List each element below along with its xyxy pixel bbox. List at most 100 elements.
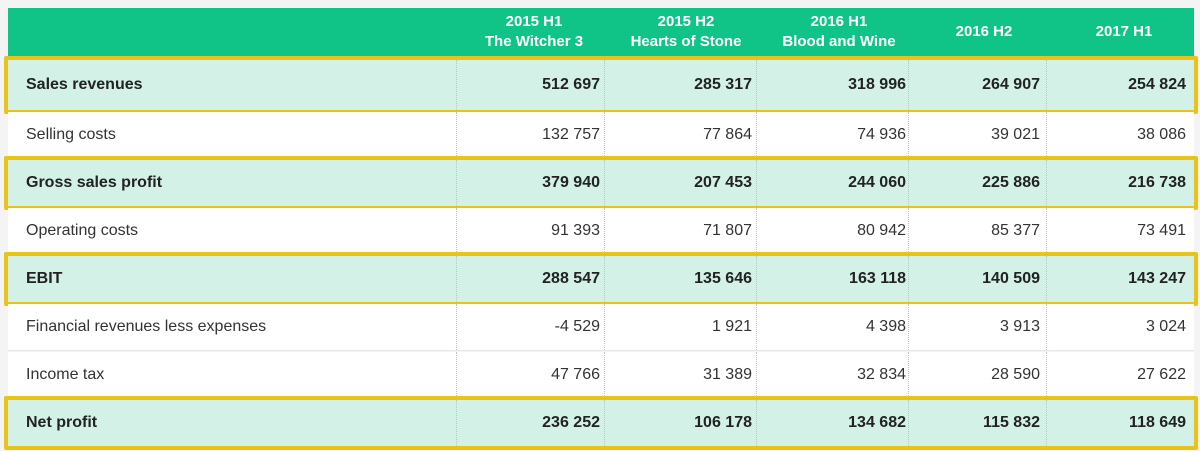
column-divider [1046, 112, 1047, 158]
column-divider [1046, 304, 1047, 350]
column-divider [908, 60, 909, 110]
column-divider [1046, 352, 1047, 398]
column-divider [456, 352, 457, 398]
column-header: 2016 H1 Blood and Wine [764, 8, 914, 56]
value-cell: -4 529 [554, 318, 600, 335]
column-divider [756, 160, 757, 206]
value-cell: 236 252 [542, 414, 600, 431]
column-divider [1046, 208, 1047, 254]
row-label: Gross sales profit [26, 174, 163, 191]
row-label: Operating costs [26, 222, 139, 239]
column-header: 2015 H2 Hearts of Stone [612, 8, 760, 56]
table-header: 2015 H1 The Witcher 3 2015 H2 Hearts of … [8, 8, 1194, 56]
value-cell: 71 807 [703, 222, 752, 239]
column-divider [1046, 256, 1047, 302]
value-cell: 77 864 [703, 126, 752, 143]
column-divider [456, 256, 457, 302]
value-cell: 379 940 [542, 174, 600, 191]
column-divider [1046, 60, 1047, 110]
column-divider [908, 208, 909, 254]
column-header: 2016 H2 [916, 8, 1052, 56]
value-cell: 80 942 [857, 222, 906, 239]
column-year: 2016 H1 [810, 13, 868, 30]
column-year: 2015 H2 [657, 13, 715, 30]
value-cell: 47 766 [551, 366, 600, 383]
column-divider [604, 256, 605, 302]
column-title: The Witcher 3 [484, 33, 584, 50]
table-row: Sales revenues 512 697 285 317 318 996 264 9… [8, 60, 1194, 110]
column-divider [456, 112, 457, 158]
value-cell: 3 913 [999, 318, 1040, 335]
column-divider [604, 400, 605, 446]
value-cell: 225 886 [982, 174, 1040, 191]
column-divider [756, 60, 757, 110]
table-row: Gross sales profit 379 940 207 453 244 060 2… [8, 160, 1194, 206]
highlight-frame [4, 396, 1198, 450]
value-cell: 39 021 [991, 126, 1040, 143]
column-year: 2016 H2 [955, 23, 1013, 40]
column-divider [604, 112, 605, 158]
table-row: Operating costs 91 393 71 807 80 942 85 377 7… [8, 208, 1194, 254]
column-header: 2015 H1 The Witcher 3 [460, 8, 608, 56]
column-divider [908, 160, 909, 206]
value-cell: 135 646 [694, 270, 752, 287]
column-divider [908, 352, 909, 398]
column-header: 2017 H1 [1054, 8, 1194, 56]
value-cell: 85 377 [991, 222, 1040, 239]
column-year: 2017 H1 [1095, 23, 1153, 40]
column-year: 2015 H1 [505, 13, 563, 30]
value-cell: 288 547 [542, 270, 600, 287]
table-row: Financial revenues less expenses -4 529 1 … [8, 304, 1194, 350]
value-cell: 115 832 [983, 414, 1040, 431]
value-cell: 140 509 [982, 270, 1040, 287]
column-divider [456, 304, 457, 350]
value-cell: 512 697 [542, 76, 600, 93]
column-divider [756, 352, 757, 398]
column-divider [604, 60, 605, 110]
highlight-frame [4, 252, 1198, 306]
column-divider [456, 208, 457, 254]
column-divider [604, 208, 605, 254]
row-divider [8, 350, 1194, 351]
value-cell: 4 398 [865, 318, 906, 335]
column-divider [604, 352, 605, 398]
value-cell: 118 649 [1129, 414, 1186, 431]
column-divider [756, 400, 757, 446]
row-label: Financial revenues less expenses [26, 318, 267, 335]
column-divider [908, 256, 909, 302]
value-cell: 73 491 [1137, 222, 1186, 239]
value-cell: 1 921 [711, 318, 752, 335]
row-label: EBIT [26, 270, 63, 287]
value-cell: 31 389 [703, 366, 752, 383]
value-cell: 264 907 [982, 76, 1040, 93]
value-cell: 3 024 [1145, 318, 1186, 335]
value-cell: 134 682 [848, 414, 906, 431]
table-row: EBIT 288 547 135 646 163 118 140 509 143 247 [8, 256, 1194, 302]
column-title: Hearts of Stone [630, 33, 742, 50]
value-cell: 285 317 [694, 76, 752, 93]
table-row: Income tax 47 766 31 389 32 834 28 590 27 622 [8, 352, 1194, 398]
value-cell: 74 936 [857, 126, 906, 143]
value-cell: 28 590 [991, 366, 1040, 383]
row-label: Net profit [26, 414, 98, 431]
value-cell: 318 996 [848, 76, 906, 93]
value-cell: 216 738 [1128, 174, 1186, 191]
column-divider [456, 60, 457, 110]
row-label: Sales revenues [26, 76, 143, 93]
value-cell: 27 622 [1137, 366, 1186, 383]
value-cell: 244 060 [848, 174, 906, 191]
value-cell: 254 824 [1128, 76, 1186, 93]
value-cell: 143 247 [1128, 270, 1186, 287]
column-divider [456, 160, 457, 206]
column-divider [604, 304, 605, 350]
value-cell: 38 086 [1137, 126, 1186, 143]
value-cell: 32 834 [857, 366, 906, 383]
column-divider [1046, 400, 1047, 446]
value-cell: 163 118 [849, 270, 906, 287]
highlight-frame [4, 56, 1198, 114]
column-divider [908, 112, 909, 158]
column-divider [756, 208, 757, 254]
row-label: Income tax [26, 366, 105, 383]
value-cell: 106 178 [694, 414, 752, 431]
